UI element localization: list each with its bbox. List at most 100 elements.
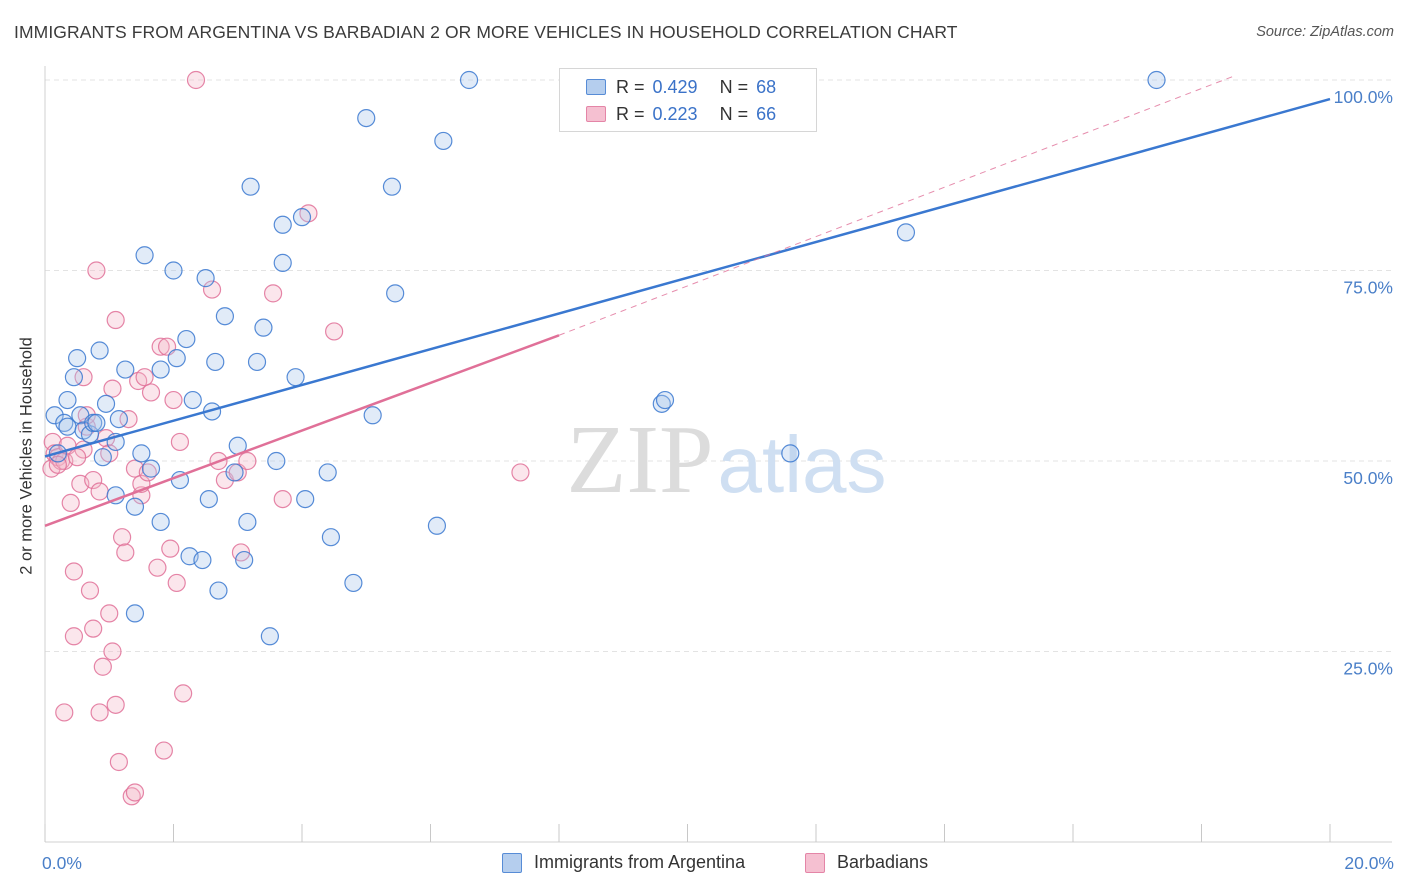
data-point — [199, 490, 218, 509]
legend-r-value: 0.223 — [652, 103, 698, 124]
legend-swatch-barbadians — [805, 852, 825, 873]
watermark: ZIP atlas — [567, 406, 887, 514]
legend-r-value: 0.429 — [652, 76, 698, 97]
data-point — [161, 539, 180, 558]
data-point — [286, 368, 305, 387]
legend-item-barbadians[interactable]: Barbadians — [805, 852, 928, 873]
chart-title: IMMIGRANTS FROM ARGENTINA VS BARBADIAN 2… — [14, 22, 958, 42]
data-point — [781, 444, 800, 463]
data-point — [116, 360, 135, 379]
data-point — [135, 368, 154, 387]
legend-row-argentina: R = 0.429 N = 68 — [586, 75, 776, 99]
data-point — [106, 310, 125, 330]
data-point — [103, 642, 122, 661]
legend-label-argentina: Immigrants from Argentina — [534, 852, 746, 872]
legend-item-argentina[interactable]: Immigrants from Argentina — [502, 852, 745, 873]
watermark-zip: ZIP — [567, 406, 714, 514]
data-point — [434, 131, 453, 151]
data-point — [382, 177, 402, 196]
data-point — [90, 703, 109, 722]
data-point — [183, 390, 202, 410]
x-tick-label: 0.0% — [42, 853, 82, 873]
data-point — [193, 550, 212, 570]
data-point — [135, 246, 154, 265]
data-point — [655, 390, 675, 410]
data-point — [357, 108, 376, 128]
legend-n-value: 68 — [756, 76, 777, 97]
data-point — [58, 390, 77, 410]
data-point — [151, 512, 170, 532]
data-point — [167, 573, 186, 593]
data-point — [93, 448, 112, 467]
data-point — [132, 444, 151, 463]
correlation-legend: R = 0.429 N = 68 R = 0.223 N = 66 — [559, 68, 817, 132]
data-point — [318, 463, 337, 482]
y-tick-label: 100.0% — [1334, 87, 1393, 107]
data-point — [164, 390, 183, 410]
legend-n-label: N = — [719, 76, 749, 97]
data-point — [106, 695, 125, 714]
trend-lines — [44, 75, 1331, 527]
data-point — [125, 783, 145, 802]
legend-swatch-barbadians — [586, 106, 606, 122]
legend-swatch-argentina — [502, 852, 522, 873]
data-point — [202, 280, 222, 299]
data-point — [235, 550, 254, 570]
data-point — [125, 497, 145, 516]
legend-r-label: R = — [616, 103, 645, 124]
data-point — [267, 451, 286, 471]
data-point — [55, 703, 74, 722]
trend-line-argentina — [44, 97, 1331, 458]
series-argentina — [45, 70, 1166, 646]
data-point — [93, 657, 112, 676]
data-point — [148, 558, 167, 577]
data-point — [427, 516, 447, 535]
data-point — [68, 448, 87, 467]
data-point — [254, 318, 273, 337]
axes — [44, 66, 1392, 843]
data-point — [64, 368, 84, 387]
data-point — [116, 543, 135, 562]
data-point — [325, 322, 344, 341]
data-point — [90, 341, 109, 360]
data-point — [296, 490, 315, 509]
data-point — [125, 604, 145, 623]
data-point — [141, 459, 161, 478]
data-point — [186, 70, 206, 90]
data-point — [87, 261, 106, 280]
legend-swatch-argentina — [586, 79, 606, 95]
data-point — [273, 490, 292, 509]
legend-r-label: R = — [616, 76, 645, 97]
data-point — [196, 269, 215, 288]
data-point — [511, 463, 530, 482]
series-legend: Immigrants from Argentina Barbadians — [0, 852, 1406, 878]
data-point — [64, 562, 84, 581]
data-point — [45, 406, 64, 425]
data-point — [321, 528, 341, 547]
data-point — [247, 352, 267, 372]
data-point — [103, 379, 122, 398]
data-point — [459, 70, 479, 90]
data-point — [241, 177, 260, 196]
watermark-atlas: atlas — [718, 420, 887, 509]
data-point — [174, 684, 193, 703]
data-point — [90, 482, 109, 501]
legend-n-value: 66 — [756, 103, 777, 124]
data-point — [109, 752, 128, 772]
tick-labels: 25.0% 50.0% 75.0% 100.0% 0.0% 20.0% — [42, 87, 1394, 873]
data-point — [154, 741, 173, 760]
data-point — [151, 337, 170, 356]
data-point — [215, 307, 234, 326]
y-tick-label: 25.0% — [1343, 659, 1393, 679]
legend-row-barbadians: R = 0.223 N = 66 — [586, 102, 776, 126]
data-point — [292, 208, 312, 227]
data-point — [363, 406, 382, 425]
data-point — [209, 581, 228, 600]
data-point — [84, 470, 103, 490]
x-tick-label: 20.0% — [1344, 853, 1394, 873]
data-point — [109, 409, 128, 429]
data-point — [100, 604, 119, 623]
data-point — [273, 253, 292, 272]
data-point — [260, 627, 279, 646]
data-point — [1147, 70, 1166, 90]
